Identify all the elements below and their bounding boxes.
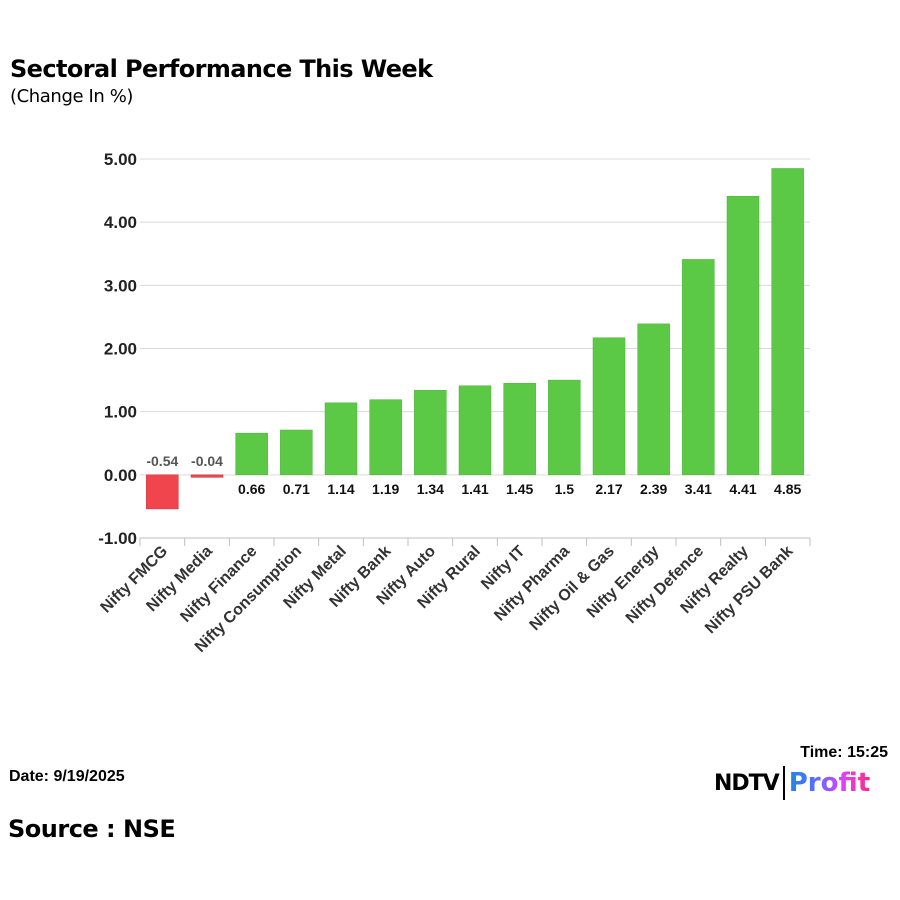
data-label: 1.5	[555, 481, 575, 497]
data-label: 1.19	[372, 481, 399, 497]
bar-chart: 5.00 4.00 3.00 2.00 1.00 0.00 -1.00 -0.54 Nifty …	[98, 150, 811, 656]
data-label: 3.41	[685, 481, 712, 497]
data-label: 4.85	[774, 481, 801, 497]
data-label: 2.17	[595, 481, 622, 497]
data-label: 1.14	[327, 481, 354, 497]
y-tick-label: 1.00	[104, 403, 137, 422]
time-label: Time: 15:25	[800, 744, 888, 761]
x-category-label: Nifty Defence	[623, 543, 707, 627]
ndtv-profit-logo: NDTV Profit	[714, 766, 870, 800]
logo-ndtv: NDTV	[714, 770, 780, 796]
data-label: 2.39	[640, 481, 667, 497]
y-tick-label: 2.00	[104, 340, 137, 359]
source-label: Source : NSE	[8, 815, 176, 843]
bar	[280, 429, 313, 476]
bar	[414, 389, 447, 476]
data-label: 1.41	[461, 481, 488, 497]
bar	[771, 168, 804, 476]
bar	[726, 196, 760, 476]
logo-profit: Profit	[788, 768, 871, 798]
bar	[190, 474, 224, 478]
y-tick-label: 4.00	[104, 213, 137, 232]
chart-subtitle: (Change In %)	[10, 86, 134, 107]
data-label: 0.66	[238, 481, 265, 497]
data-label: 4.41	[729, 481, 756, 497]
data-label: 0.71	[283, 481, 310, 497]
bar	[146, 474, 179, 510]
bar	[369, 399, 402, 476]
bar	[235, 432, 268, 476]
date-label: Date: 9/19/2025	[9, 768, 125, 785]
bar	[682, 259, 715, 476]
data-label: -0.04	[191, 453, 223, 469]
y-tick-label: 3.00	[104, 276, 137, 295]
data-label: -0.54	[146, 453, 178, 469]
y-tick-label: -1.00	[98, 529, 137, 548]
chart-title: Sectoral Performance This Week	[10, 55, 433, 83]
bar	[548, 379, 581, 476]
bar	[637, 323, 670, 476]
bar	[592, 337, 626, 476]
bar	[324, 402, 358, 476]
data-label: 1.45	[506, 481, 533, 497]
y-tick-label: 0.00	[104, 466, 137, 485]
y-tick-label: 5.00	[104, 150, 137, 169]
data-label: 1.34	[417, 481, 444, 497]
bar	[503, 382, 536, 476]
logo-divider	[782, 766, 785, 800]
bar	[458, 385, 492, 476]
x-category-label: Nifty Finance	[177, 543, 260, 626]
